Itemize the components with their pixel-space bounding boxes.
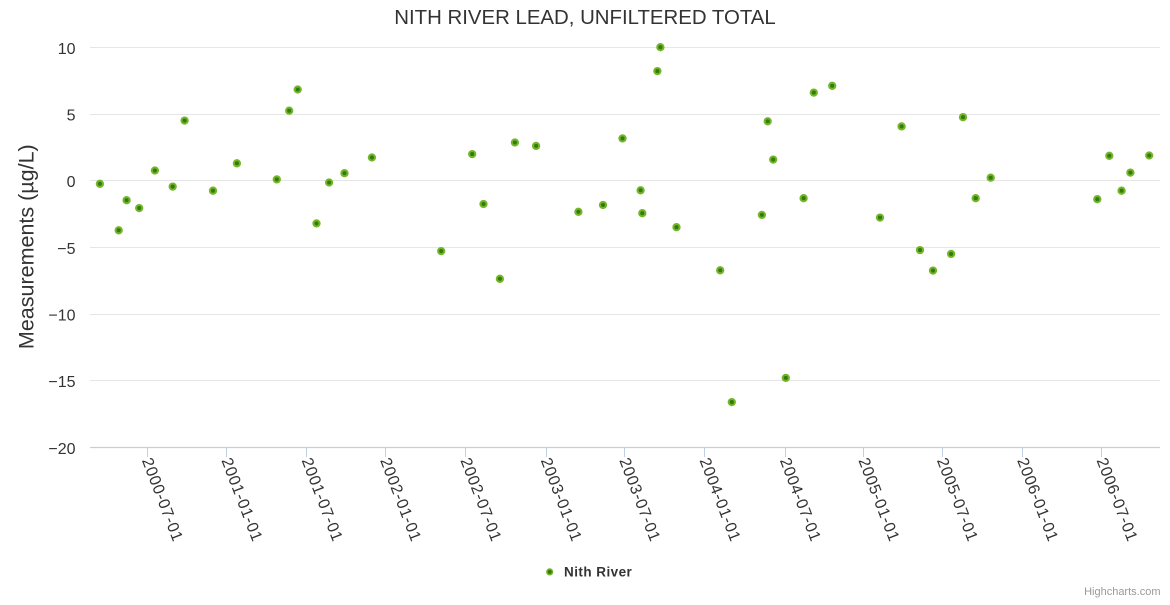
svg-text:Highcharts.com: Highcharts.com [1084, 586, 1160, 598]
svg-text:−10: −10 [48, 307, 75, 324]
svg-text:Measurements (µg/L): Measurements (µg/L) [15, 144, 39, 349]
svg-text:−5: −5 [57, 241, 75, 258]
svg-text:0: 0 [67, 174, 76, 191]
svg-text:Nith River: Nith River [564, 565, 633, 580]
svg-text:5: 5 [67, 107, 76, 124]
svg-text:−15: −15 [48, 374, 75, 391]
svg-text:−20: −20 [48, 441, 75, 458]
svg-text:10: 10 [58, 41, 76, 58]
svg-text:NITH RIVER LEAD, UNFILTERED TO: NITH RIVER LEAD, UNFILTERED TOTAL [394, 7, 775, 29]
